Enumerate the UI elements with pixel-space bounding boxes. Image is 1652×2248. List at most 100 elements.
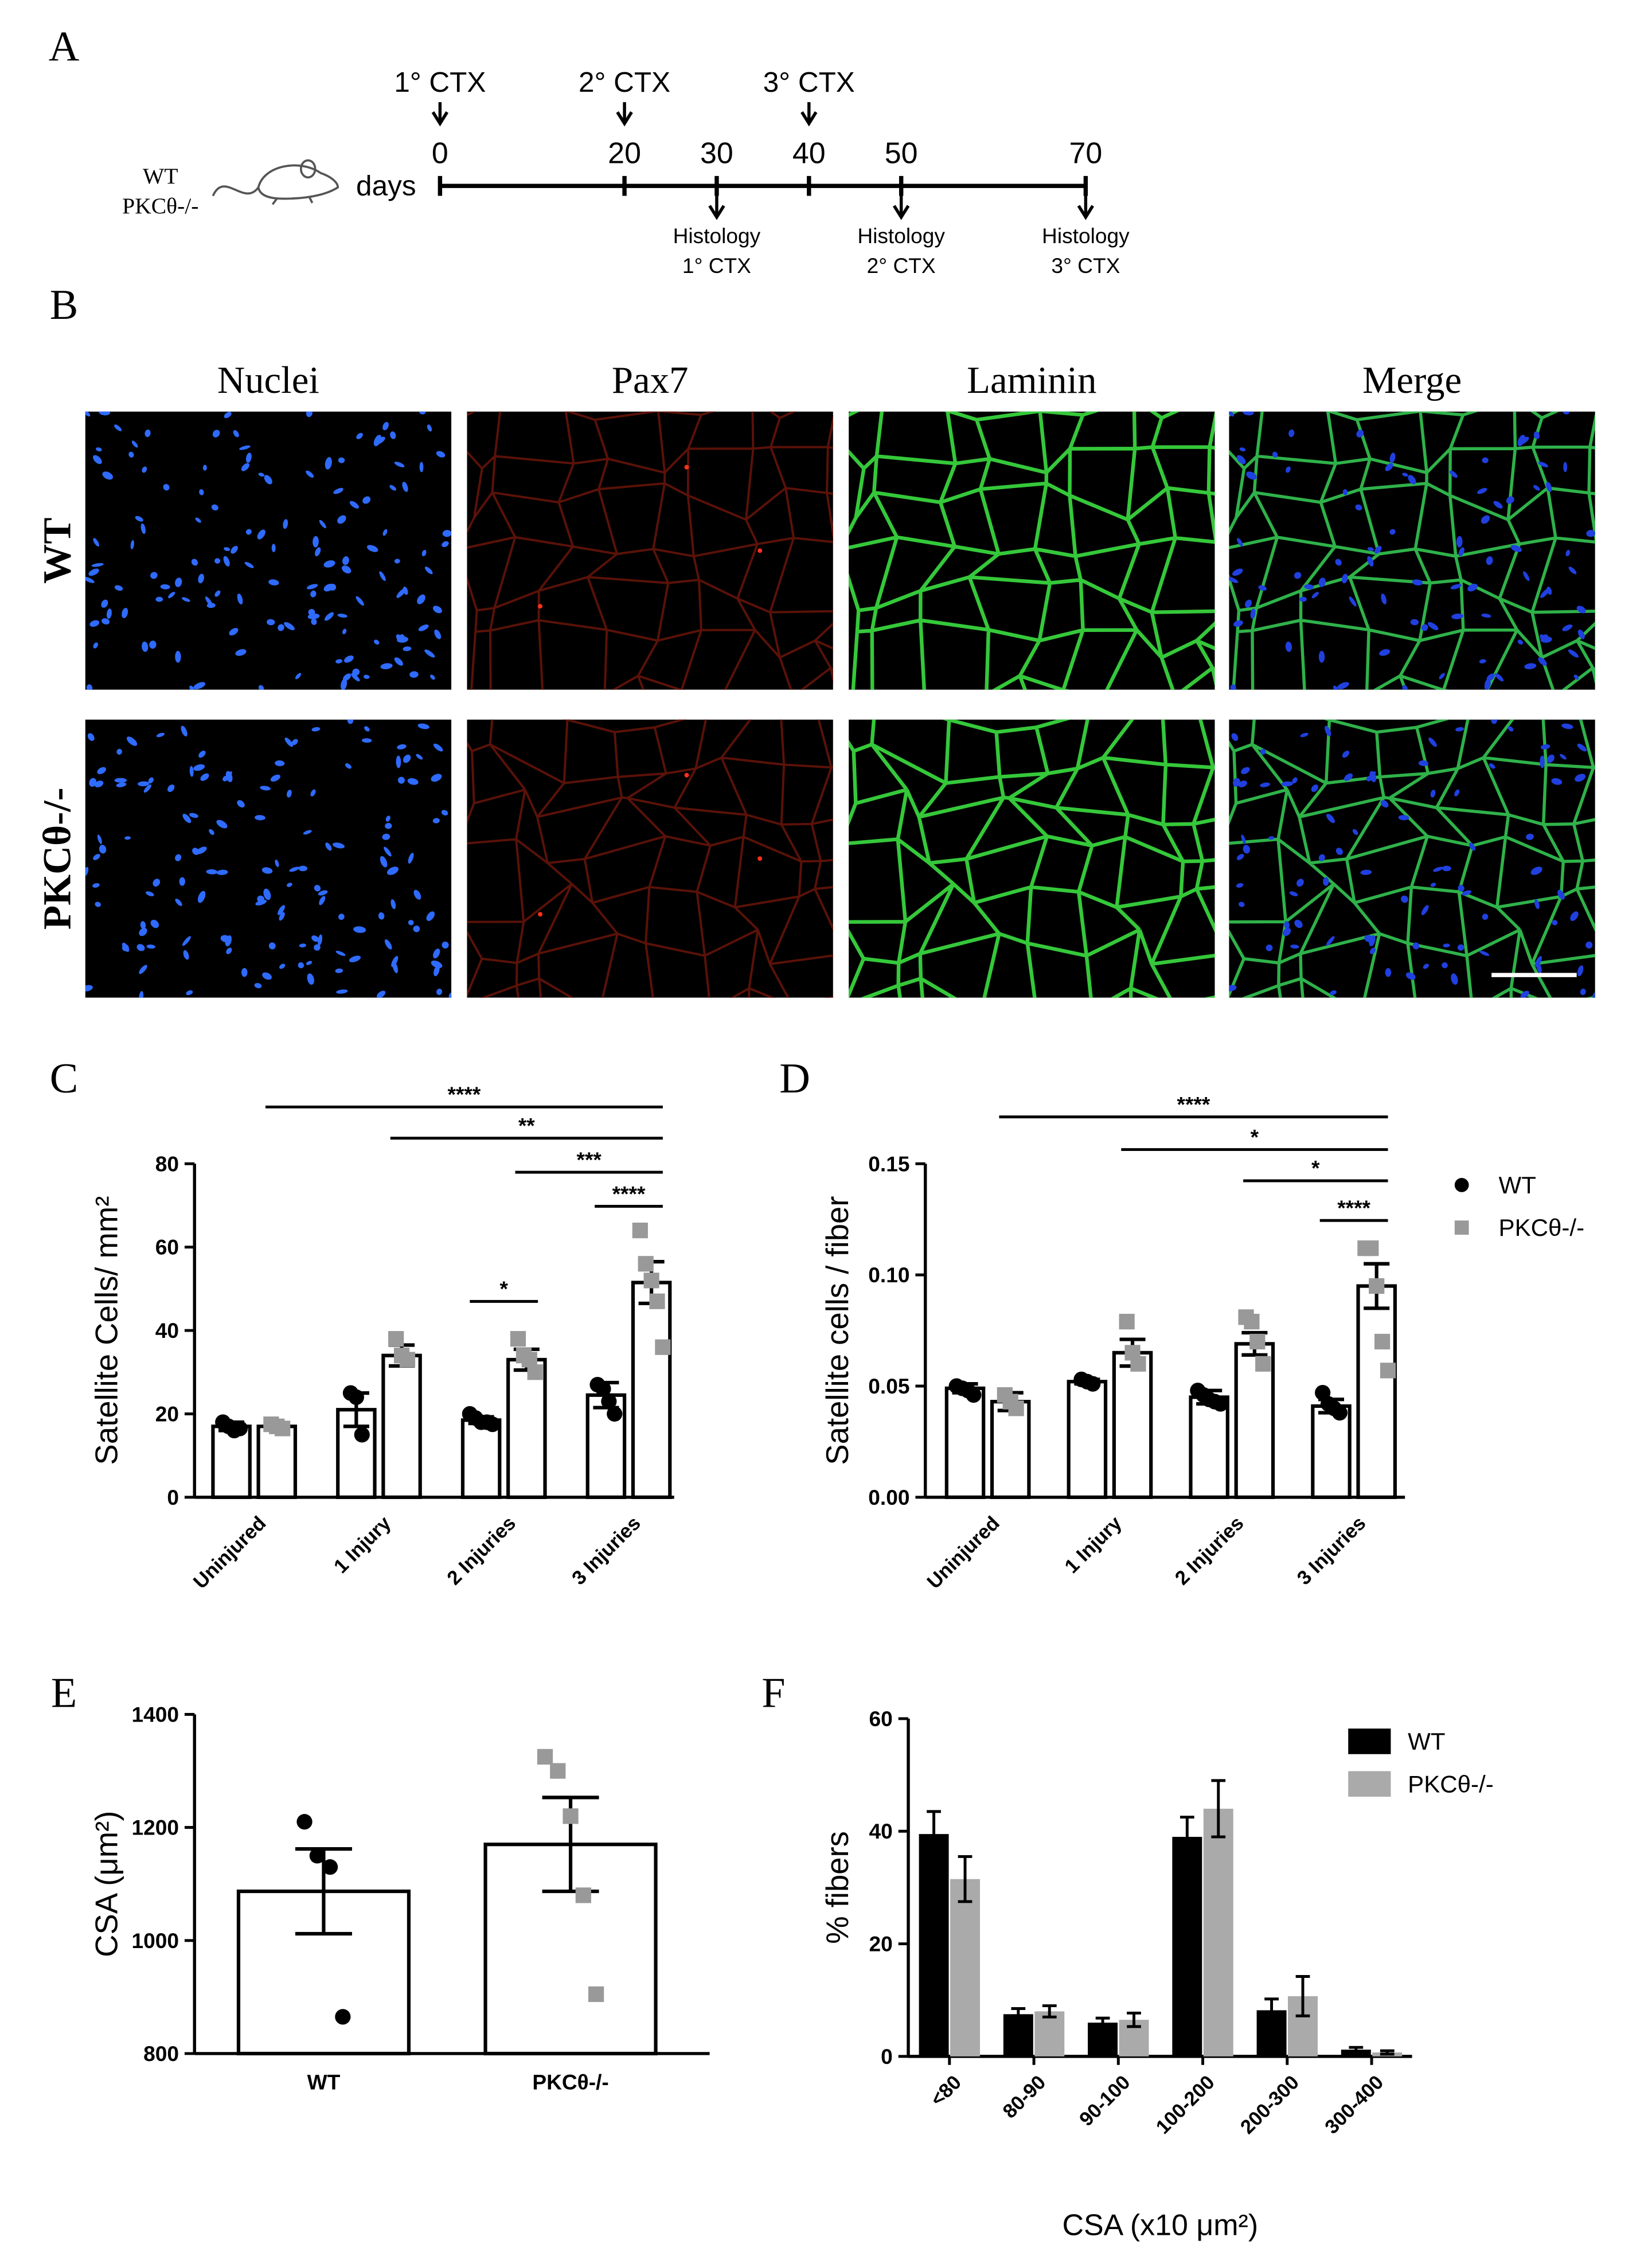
membrane-stain [849,411,1215,690]
nucleus [139,965,147,974]
nucleus [1266,945,1273,951]
nucleus [148,777,154,784]
nucleus [225,771,233,782]
nucleus [1442,865,1451,872]
data-point [1119,1313,1135,1330]
nucleus [347,719,354,724]
bar [211,1424,252,1499]
nucleus [1570,911,1579,921]
significance-label: *** [577,1148,602,1172]
nucleus [1236,883,1244,888]
micrograph-background [85,719,452,998]
nucleus [255,899,267,906]
x-axis-label: CSA (x10 μm²) [1062,2208,1258,2242]
nucleus [143,784,151,793]
nucleus [130,540,135,549]
legend-marker [1454,1220,1469,1235]
nucleus [153,879,161,887]
nucleus [1451,973,1458,985]
nucleus [1402,473,1408,477]
nucleus [1342,489,1348,495]
nucleus [1231,733,1239,741]
nucleus [1458,547,1464,557]
x-tick-label: 80-90 [999,2071,1050,2122]
nucleus [391,956,399,967]
nucleus [1576,606,1586,614]
x-tick-label: 3 Injuries [568,1512,645,1589]
micrograph [1229,411,1595,690]
nucleus [1508,726,1514,732]
nucleus [1300,732,1309,737]
data-point [1249,1333,1266,1350]
nucleus [1229,411,1234,417]
nucleus [1335,848,1343,855]
nucleus [128,451,134,458]
nucleus [1381,594,1387,604]
nucleus [379,571,386,581]
nucleus [1284,921,1290,929]
micrograph [85,719,452,998]
column-header: Merge [1362,359,1462,401]
nucleus [140,523,146,534]
error-bar [1380,2049,1395,2056]
histology-label: Histology [1042,224,1130,248]
significance-label: **** [1177,1092,1210,1116]
nucleus [419,462,424,473]
data-point [354,1427,370,1443]
nucleus [189,766,194,777]
nucleus [380,856,388,868]
nucleus [189,813,198,818]
nucleus [430,674,435,680]
nucleus [407,778,419,785]
nucleus [353,926,366,933]
nucleus [95,447,102,452]
data-point [588,1986,604,2003]
error-bar [1042,2004,1057,2019]
data-point [632,1222,648,1239]
histology-label: 1° CTX [682,253,751,278]
data-point [275,1420,291,1437]
nucleus [1410,619,1419,626]
micrograph [467,719,833,998]
nucleus [1260,748,1266,755]
nucleus [114,424,122,431]
nucleus [150,572,158,579]
x-tick-label: WT [307,2070,341,2094]
nucleus [419,411,426,415]
nucleus [237,594,243,604]
nucleus [1494,673,1504,682]
micrograph-background [467,411,833,690]
nucleus [431,961,443,969]
nucleus [1520,990,1529,998]
data-point [966,1387,982,1403]
data-point [563,1808,579,1824]
nucleus [1534,956,1542,967]
nucleus [85,411,91,417]
nucleus [122,607,128,618]
nucleus [1389,529,1396,535]
nucleus [136,944,145,951]
y-tick-label: 0.10 [868,1263,909,1287]
data-point [1380,1363,1396,1379]
nucleus [335,659,343,664]
nucleus [1238,780,1247,787]
bar [944,1386,986,1499]
nucleus [1296,879,1304,887]
bar [1067,1380,1108,1499]
nucleus [175,577,182,587]
error-bar [1349,2046,1364,2054]
nucleus [424,649,435,658]
error-bar [1264,1997,1279,2023]
membrane-stain [849,719,1215,998]
nucleus [1481,614,1491,618]
nucleus [1430,790,1436,798]
nucleus [433,743,443,752]
nucleus [183,950,189,960]
nucleus [1229,576,1239,583]
nucleus [349,501,359,509]
nucleus [114,585,123,591]
nucleus [345,763,352,769]
nucleus [212,430,220,438]
nucleus [310,590,317,598]
nucleus [1294,919,1303,928]
